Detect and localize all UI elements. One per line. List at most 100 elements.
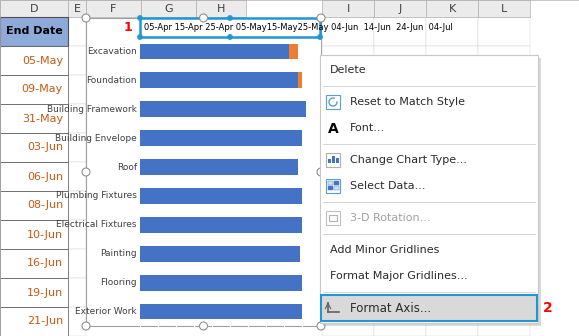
Text: 31-May: 31-May [22,114,63,124]
Bar [0,0,68,17]
Bar [322,46,374,75]
Bar [321,83,537,89]
Bar [68,307,86,336]
Text: Font...: Font... [350,123,385,133]
Text: Electrical Fixtures: Electrical Fixtures [57,220,137,229]
Bar [140,101,306,117]
Bar [478,75,530,104]
FancyBboxPatch shape [321,295,537,321]
Bar [374,220,426,249]
Bar [0,46,68,75]
FancyBboxPatch shape [140,18,320,37]
Bar [290,43,298,59]
Bar [321,205,537,231]
Bar [322,307,374,336]
Text: G: G [164,3,173,13]
Bar [328,186,333,190]
Bar [426,249,478,278]
Text: 08-Jun: 08-Jun [27,201,63,210]
Text: A: A [328,122,338,136]
Bar [374,307,426,336]
Bar [140,275,302,291]
Text: 16-Jun: 16-Jun [27,258,63,268]
Circle shape [137,35,142,40]
Bar [374,133,426,162]
Text: Foundation: Foundation [86,76,137,85]
Bar [321,231,537,237]
Bar [478,307,530,336]
Bar [478,220,530,249]
Bar [321,141,537,147]
Bar [326,95,340,109]
Bar [334,181,339,185]
Circle shape [200,14,207,22]
Bar [332,156,335,163]
Bar [68,104,86,133]
Bar [478,191,530,220]
Text: 03-Jun: 03-Jun [27,142,63,153]
Circle shape [317,168,325,176]
Bar [321,237,537,263]
Bar [426,278,478,307]
Bar [374,17,426,46]
Bar [141,0,196,17]
Bar [426,307,478,336]
Text: Flooring: Flooring [100,278,137,287]
Text: D: D [30,3,38,13]
Bar [86,0,141,17]
Bar [0,162,68,191]
Bar [322,0,374,17]
Bar [320,55,538,323]
Bar [478,17,530,46]
Bar [0,133,68,162]
Bar [478,162,530,191]
Bar [196,0,246,17]
Bar [68,162,86,191]
Circle shape [228,35,233,40]
Bar [86,18,321,326]
Bar [426,104,478,133]
Bar [0,104,68,133]
Text: Delete: Delete [330,65,367,75]
Bar [321,115,537,141]
Text: 05-Apr 15-Apr 25-Apr 05-May15-May25-May 04-Jun  14-Jun  24-Jun  04-Jul: 05-Apr 15-Apr 25-Apr 05-May15-May25-May … [144,23,453,32]
Bar [321,147,537,173]
Bar [478,133,530,162]
Bar [326,211,340,225]
Text: Reset to Match Style: Reset to Match Style [350,97,465,107]
Circle shape [137,15,142,20]
Bar [68,191,86,220]
Circle shape [228,15,233,20]
Bar [321,173,537,199]
Bar [322,104,374,133]
Bar [426,191,478,220]
Text: 05-May: 05-May [22,55,63,66]
Circle shape [82,14,90,22]
Text: E: E [74,3,80,13]
Text: 10-Jun: 10-Jun [27,229,63,240]
Text: 19-Jun: 19-Jun [27,288,63,297]
Bar [140,188,302,204]
Bar [329,215,337,221]
Bar [68,249,86,278]
Bar [0,307,68,336]
Text: K: K [448,3,456,13]
Bar [68,220,86,249]
Text: Select Data...: Select Data... [350,181,426,191]
Bar [0,249,68,278]
Bar [68,75,86,104]
Bar [322,249,374,278]
Bar [140,246,300,262]
Text: I: I [346,3,350,13]
Bar [374,46,426,75]
Bar [140,72,298,88]
Bar [0,278,68,307]
Bar [322,17,374,46]
Bar [426,46,478,75]
Text: 21-Jun: 21-Jun [27,317,63,327]
Bar [140,130,302,146]
Bar [140,304,302,320]
Bar [426,133,478,162]
Text: 06-Jun: 06-Jun [27,171,63,181]
Bar [68,278,86,307]
